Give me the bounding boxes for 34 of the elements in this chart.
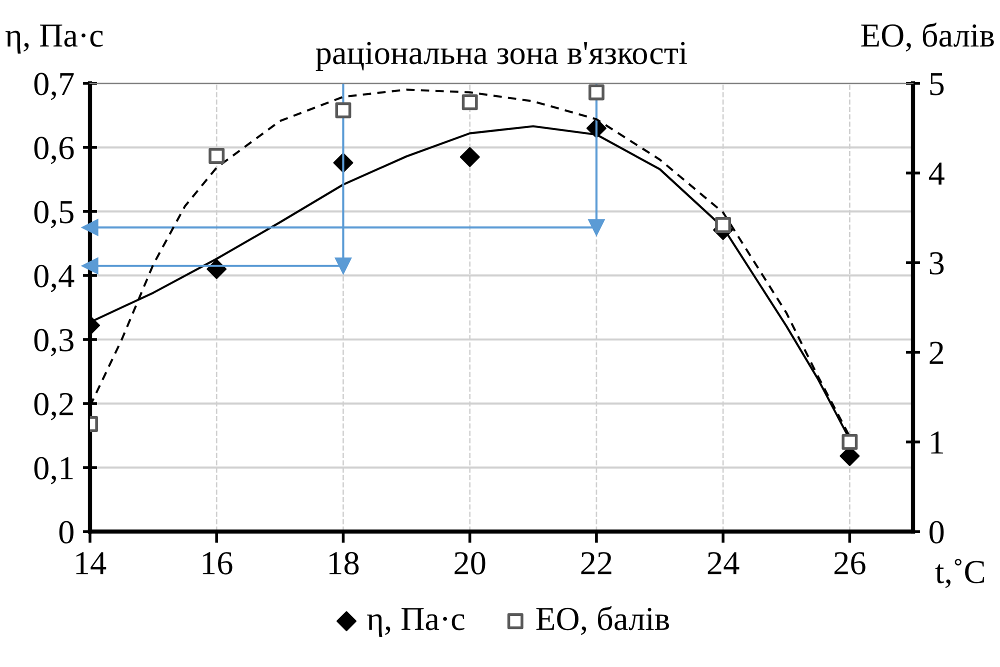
legend-label: η, Па·с	[367, 608, 464, 637]
y-tick-label: 0,3	[34, 328, 74, 356]
y2-axis-title: ЕО, балів	[861, 22, 994, 52]
y-tick-label: 0,4	[34, 264, 74, 292]
legend-label: ЕО, балів	[536, 606, 670, 636]
y-tick-label: 0,5	[34, 200, 74, 228]
y2-tick-label: 0	[930, 520, 944, 544]
point	[842, 434, 858, 450]
y-tick-label: 0,2	[34, 392, 73, 420]
y2-tick-label: 5	[930, 73, 944, 96]
point	[588, 84, 604, 100]
y2-tick-label: 4	[928, 162, 944, 185]
x-tick-label: 24	[708, 552, 740, 574]
x-tick-label: 14	[76, 552, 106, 574]
point	[208, 148, 225, 164]
point	[460, 147, 480, 168]
x-tick-label: 26	[834, 552, 866, 574]
y-tick-label: 0,1	[34, 456, 73, 484]
point	[335, 102, 352, 118]
y2-tick-label: 2	[930, 342, 944, 364]
point	[715, 217, 732, 233]
y-tick-label: 0	[59, 520, 74, 544]
y-tick-label: 0,6	[34, 136, 74, 164]
x-tick-label: 18	[329, 552, 359, 574]
y2-tick-label: 3	[930, 252, 944, 275]
chart-title: раціональна зона в'язкості	[316, 42, 688, 72]
x-tick-label: 20	[454, 552, 486, 574]
point	[462, 94, 478, 110]
x-tick-label: 22	[581, 552, 612, 574]
y-tick-label: 0,7	[34, 72, 74, 100]
x-axis-title: t,˚С	[935, 558, 984, 588]
y-axis-title: η, Па·с	[6, 24, 103, 54]
x-tick-label: 16	[202, 552, 232, 574]
y2-tick-label: 1	[931, 432, 943, 454]
